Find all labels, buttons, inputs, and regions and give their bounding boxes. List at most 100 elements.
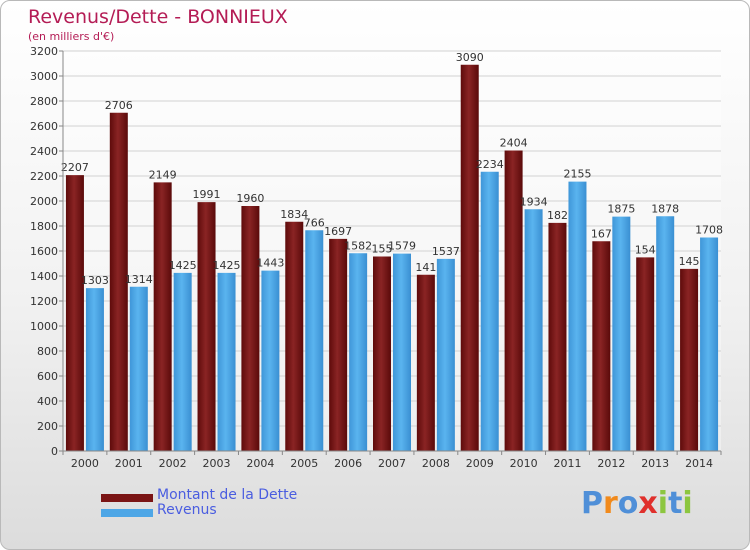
data-label-debt: 155	[372, 243, 393, 256]
y-tick-label: 3200	[30, 45, 58, 58]
x-tick-label: 2004	[246, 457, 274, 470]
bar-revenus	[217, 272, 236, 451]
data-label-revenus: 1582	[344, 239, 372, 252]
logo-letter: r	[603, 486, 618, 521]
data-label-debt: 141	[415, 261, 436, 274]
bar-revenus	[436, 258, 455, 451]
x-tick-label: 2008	[422, 457, 450, 470]
data-label-revenus: 2155	[563, 168, 591, 181]
data-label-revenus: 1878	[651, 202, 679, 215]
y-tick-label: 3000	[30, 70, 58, 83]
data-label-debt: 1697	[324, 225, 352, 238]
x-tick-label: 2012	[597, 457, 625, 470]
bar-debt	[548, 222, 567, 451]
logo-letter: t	[668, 486, 683, 521]
chart-subtitle: (en milliers d'€)	[28, 30, 115, 43]
bar-revenus	[129, 286, 148, 451]
y-tick-label: 2600	[30, 120, 58, 133]
y-tick-label: 600	[37, 370, 58, 383]
legend-label-debt: Montant de la Dette	[157, 487, 298, 503]
x-tick-label: 2009	[466, 457, 494, 470]
data-label-revenus: 1303	[81, 274, 109, 287]
data-label-debt: 145	[679, 255, 700, 268]
y-tick-label: 800	[37, 345, 58, 358]
bar-debt	[636, 257, 655, 451]
data-label-debt: 167	[591, 227, 612, 240]
y-tick-label: 200	[37, 420, 58, 433]
data-label-revenus: 766	[304, 216, 325, 229]
x-tick-label: 2000	[71, 457, 99, 470]
x-tick-label: 2002	[159, 457, 187, 470]
bar-revenus	[656, 216, 675, 451]
data-label-revenus: 1875	[607, 203, 635, 216]
bar-revenus	[305, 230, 324, 451]
bar-debt	[241, 206, 260, 451]
data-label-debt: 3090	[456, 51, 484, 64]
y-tick-label: 400	[37, 395, 58, 408]
bar-debt	[592, 241, 611, 451]
data-label-revenus: 1425	[169, 259, 197, 272]
bar-revenus	[261, 270, 280, 451]
data-label-revenus: 1708	[695, 224, 723, 237]
y-tick-label: 1000	[30, 320, 58, 333]
x-tick-label: 2001	[115, 457, 143, 470]
bar-debt	[460, 64, 479, 451]
data-label-revenus: 1425	[213, 259, 241, 272]
bar-revenus	[85, 288, 104, 451]
x-tick-label: 2014	[685, 457, 713, 470]
y-tick-label: 1400	[30, 270, 58, 283]
bar-debt	[197, 202, 216, 451]
bar-debt	[153, 182, 172, 451]
bar-debt	[504, 150, 523, 451]
bar-revenus	[612, 216, 631, 451]
bar-debt	[109, 112, 128, 451]
data-label-debt: 154	[635, 243, 656, 256]
legend-swatch-debt	[101, 494, 153, 502]
legend-swatch-revenus	[101, 509, 153, 517]
y-tick-label: 1600	[30, 245, 58, 258]
data-label-debt: 1834	[280, 208, 308, 221]
y-tick-label: 2000	[30, 195, 58, 208]
data-label-revenus: 1443	[256, 257, 284, 270]
bar-revenus	[349, 253, 368, 451]
bar-revenus	[393, 253, 411, 451]
data-label-debt: 1991	[193, 188, 221, 201]
logo-letter: P	[581, 486, 603, 521]
bar-revenus	[173, 272, 192, 451]
bar-debt	[416, 274, 435, 451]
x-tick-label: 2007	[378, 457, 406, 470]
x-tick-label: 2010	[510, 457, 538, 470]
data-label-debt: 1960	[236, 192, 264, 205]
logo-letter: o	[617, 486, 639, 521]
data-label-revenus: 1934	[520, 195, 548, 208]
data-label-debt: 182	[547, 209, 568, 222]
logo-letter: x	[638, 486, 658, 521]
data-label-debt: 2404	[500, 137, 528, 150]
data-label-debt: 2207	[61, 161, 89, 174]
y-tick-label: 1200	[30, 295, 58, 308]
legend-label-revenus: Revenus	[157, 502, 217, 518]
x-tick-label: 2013	[641, 457, 669, 470]
bar-revenus	[700, 237, 719, 451]
y-tick-label: 1800	[30, 220, 58, 233]
x-tick-label: 2005	[290, 457, 318, 470]
x-tick-label: 2003	[203, 457, 231, 470]
data-label-revenus: 2234	[476, 158, 504, 171]
bar-revenus	[480, 171, 499, 451]
x-tick-label: 2011	[553, 457, 581, 470]
bar-debt	[285, 221, 304, 451]
proxiti-logo: Proxiti	[581, 486, 693, 521]
logo-letter: i	[657, 486, 669, 521]
bar-debt	[373, 256, 391, 451]
data-label-debt: 2706	[105, 99, 133, 112]
data-label-debt: 2149	[149, 168, 177, 181]
logo-letter: i	[682, 486, 693, 521]
y-tick-label: 2800	[30, 95, 58, 108]
bar-debt	[329, 238, 348, 451]
bar-revenus	[524, 209, 543, 451]
bar-debt	[65, 175, 84, 451]
data-label-revenus: 1537	[432, 245, 460, 258]
y-tick-label: 0	[51, 445, 58, 458]
